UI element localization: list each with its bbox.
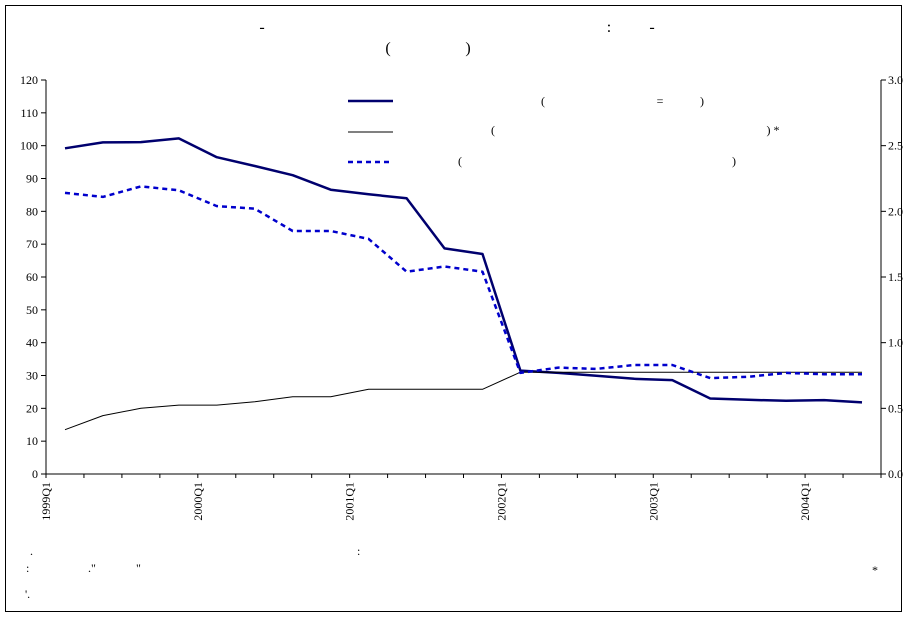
title-mark-3: -	[649, 19, 654, 36]
right-y-tick-label: 1.5	[888, 270, 903, 284]
x-tick-label: 2000Q1	[191, 482, 205, 521]
note-mark-2: :	[357, 544, 360, 558]
title-mark-1: -	[259, 19, 264, 36]
legend: ( = ) ( ) * ( )	[348, 94, 780, 168]
x-tick-label: 2003Q1	[646, 482, 660, 521]
title-paren-open: (	[385, 40, 390, 57]
left-y-tick-label: 50	[26, 303, 38, 317]
x-ticks: 1999Q1 2000Q1 2001Q1 2002Q1 2003Q1 2004Q1	[39, 474, 882, 521]
x-tick-label: 2001Q1	[343, 482, 357, 521]
right-y-ticks: 0.0 0.5 1.0 1.5 2.0 2.5 3.0	[881, 73, 903, 481]
legend-mark-2b: ) *	[767, 123, 780, 137]
left-y-tick-label: 0	[32, 467, 38, 481]
legend-mark-1c: )	[700, 94, 704, 108]
right-y-tick-label: 1.0	[888, 336, 903, 350]
x-tick-label: 2002Q1	[494, 482, 508, 521]
note-mark-7: '.	[25, 587, 30, 601]
note-mark-5: "	[136, 561, 141, 575]
left-y-tick-label: 10	[26, 434, 38, 448]
chart-frame	[5, 5, 902, 612]
title-mark-2: :	[607, 19, 611, 36]
note-mark-1: .	[30, 544, 33, 558]
right-y-tick-label: 0.0	[888, 467, 903, 481]
left-y-tick-label: 100	[20, 139, 38, 153]
series-layer	[64, 137, 863, 431]
x-tick-label: 2004Q1	[798, 482, 812, 521]
note-mark-4: ."	[88, 561, 96, 575]
left-y-tick-label: 40	[26, 336, 38, 350]
left-y-tick-label: 80	[26, 204, 38, 218]
left-y-tick-label: 70	[26, 237, 38, 251]
legend-mark-1b: =	[657, 94, 664, 108]
series-line-2	[64, 371, 862, 431]
legend-mark-3a: (	[458, 154, 462, 168]
legend-mark-1a: (	[541, 94, 545, 108]
left-y-tick-label: 20	[26, 401, 38, 415]
left-y-ticks: 0 10 20 30 40 50 60 70 80 90 100 110 120	[20, 73, 46, 481]
left-y-tick-label: 30	[26, 369, 38, 383]
note-mark-6: *	[872, 563, 878, 577]
left-y-tick-label: 90	[26, 172, 38, 186]
left-y-tick-label: 60	[26, 270, 38, 284]
right-y-tick-label: 3.0	[888, 73, 903, 87]
chart-title: - : - ( )	[259, 19, 654, 57]
left-y-tick-label: 120	[20, 73, 38, 87]
right-y-tick-label: 2.5	[888, 139, 903, 153]
right-y-tick-label: 2.0	[888, 204, 903, 218]
left-y-tick-label: 110	[20, 106, 38, 120]
legend-mark-3b: )	[732, 154, 736, 168]
title-paren-close: )	[465, 40, 470, 57]
right-y-tick-label: 0.5	[888, 401, 903, 415]
axes: 0 10 20 30 40 50 60 70 80 90 100 110 120 0.0 0.5 1.0 1.…	[20, 73, 903, 521]
series-line-1	[64, 137, 863, 404]
footnote: . : : ." " * '.	[25, 544, 878, 601]
x-tick-label: 1999Q1	[39, 482, 53, 521]
series-line-3	[64, 185, 862, 380]
note-mark-3: :	[26, 561, 29, 575]
legend-mark-2a: (	[491, 123, 495, 137]
